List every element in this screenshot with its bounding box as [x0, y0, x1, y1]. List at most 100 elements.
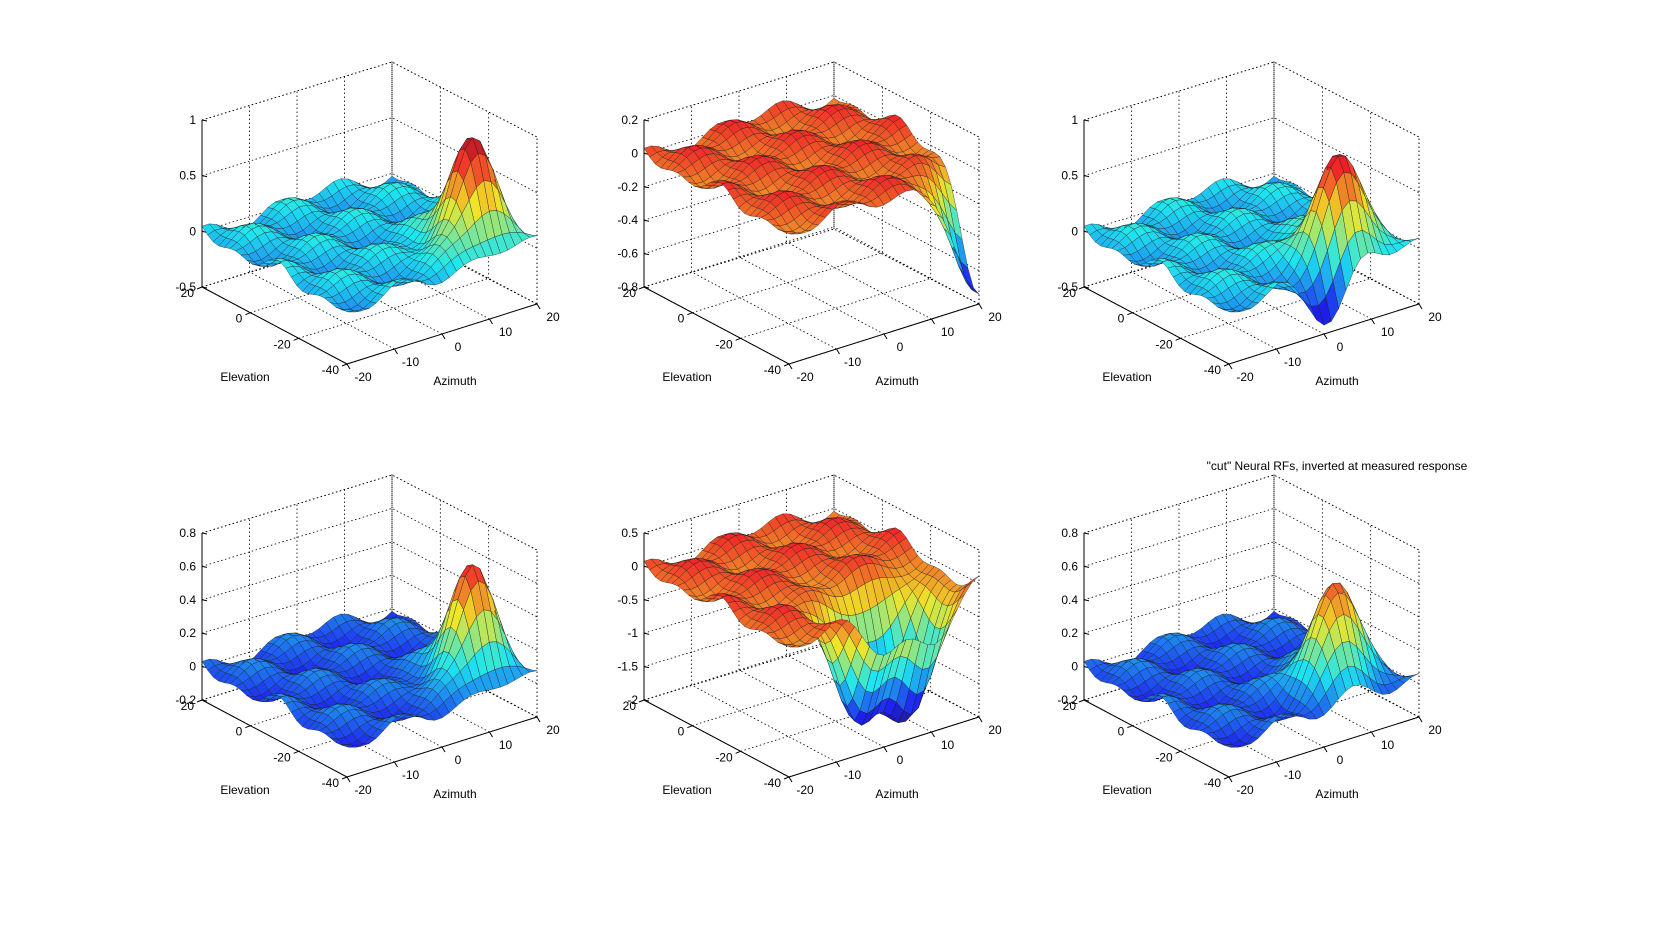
y-tick-label: -40: [764, 363, 782, 377]
z-gridline: [201, 61, 538, 138]
x-tick-label: 20: [546, 310, 560, 324]
x-tick: [978, 303, 983, 310]
z-tick: [643, 253, 650, 256]
y-tick: [1127, 312, 1133, 316]
y-tick: [1078, 699, 1085, 703]
x-tick-label: 0: [1337, 753, 1344, 767]
z-tick-label: 0: [189, 660, 196, 674]
z-tick-label: 0: [1071, 224, 1078, 238]
x-tick: [1228, 776, 1233, 783]
x-tick-label: 20: [546, 723, 560, 737]
y-axis-label: Elevation: [220, 370, 269, 384]
surface-mesh: [1083, 582, 1420, 748]
y-tick: [1127, 725, 1133, 729]
z-tick-label: 0.5: [1061, 169, 1078, 183]
y-tick-label: -20: [1155, 337, 1173, 351]
z-tick: [643, 186, 650, 189]
z-tick-label: 1: [189, 113, 196, 127]
x-gridline: [691, 271, 837, 350]
y-gridline: [298, 277, 489, 339]
x-gridline: [738, 256, 885, 335]
x-gridline: [691, 684, 837, 763]
surface-panel-4: -0.2 0 0.2 0.4 0.6 0.8 -20 -10 0 10 20 -40 -20 0 20 Azi…: [175, 473, 560, 801]
z-tick: [1083, 565, 1090, 568]
z-tick-label: 0: [631, 559, 638, 573]
z-tick-label: 0: [631, 146, 638, 160]
y-tick-label: 20: [1063, 286, 1077, 300]
x-tick: [978, 716, 983, 723]
y-tick: [1223, 363, 1230, 367]
surface-cell: [1406, 237, 1420, 242]
z-gridline: [1083, 474, 1420, 551]
y-gridline: [201, 639, 393, 701]
x-tick-label: -10: [402, 768, 420, 782]
x-tick-label: 10: [499, 738, 513, 752]
y-tick: [293, 750, 299, 754]
x-tick-label: -10: [844, 768, 862, 782]
x-axis-label: Azimuth: [433, 374, 476, 388]
x-tick: [1228, 363, 1233, 370]
surface-cell: [524, 232, 538, 238]
x-axis-label: Azimuth: [875, 374, 918, 388]
x-tick-label: -10: [844, 355, 862, 369]
x-tick: [346, 363, 351, 370]
y-axis-label: Elevation: [662, 370, 711, 384]
y-tick-label: -20: [715, 750, 733, 764]
x-tick-label: 0: [897, 340, 904, 354]
x-tick: [394, 761, 398, 768]
x-tick-label: -10: [1284, 768, 1302, 782]
y-tick-label: -20: [273, 337, 291, 351]
y-axis-label: Elevation: [1102, 783, 1151, 797]
y-gridline: [1180, 277, 1371, 339]
y-gridline: [250, 252, 441, 314]
y-tick-label: 0: [236, 312, 243, 326]
surface-panel-5: -2-1.5-1-0.500.5-20-1001020-40-20020Azim…: [617, 473, 1002, 801]
y-axis: [1083, 286, 1230, 365]
z-tick-label: 0.2: [179, 626, 196, 640]
z-tick-label: 0.4: [179, 593, 196, 607]
x-axis-label: Azimuth: [1315, 787, 1358, 801]
y-axis-label: Elevation: [220, 783, 269, 797]
x-tick-label: 10: [941, 738, 955, 752]
x-tick: [788, 776, 793, 783]
y-tick-label: 20: [623, 699, 637, 713]
x-tick-label: -20: [1236, 370, 1254, 384]
y-axis: [643, 699, 790, 778]
x-tick-label: 0: [1337, 340, 1344, 354]
x-tick: [1418, 716, 1423, 723]
box-top-edge: [1083, 61, 1420, 138]
y-axis: [643, 286, 790, 365]
y-tick: [687, 312, 693, 316]
surface-mesh: [201, 564, 538, 748]
y-axis-label: Elevation: [662, 783, 711, 797]
x-tick: [883, 333, 888, 340]
z-tick-label: -1.5: [617, 660, 638, 674]
x-tick: [1276, 761, 1280, 768]
y-tick: [638, 699, 645, 703]
z-tick-label: -0.5: [175, 280, 196, 294]
z-gridline: [201, 507, 538, 584]
y-gridline: [643, 226, 835, 288]
z-tick: [1083, 632, 1090, 635]
z-tick-label: 0.2: [621, 113, 638, 127]
y-tick: [196, 286, 203, 290]
x-tick-label: 0: [455, 340, 462, 354]
x-axis: [346, 716, 538, 778]
x-tick-label: 20: [1428, 723, 1442, 737]
z-gridline: [1083, 541, 1420, 618]
x-gridline: [249, 271, 395, 350]
x-tick-label: 10: [1381, 738, 1395, 752]
x-tick: [836, 348, 840, 355]
y-tick: [1175, 750, 1181, 754]
z-tick: [643, 632, 650, 635]
z-tick-label: -0.5: [617, 593, 638, 607]
z-tick: [201, 175, 208, 178]
y-tick-label: -40: [322, 363, 340, 377]
x-tick: [489, 318, 493, 325]
x-tick-label: 10: [1381, 325, 1395, 339]
floor-back-edge: [643, 228, 980, 305]
y-gridline: [201, 226, 393, 288]
y-tick-label: -40: [764, 776, 782, 790]
x-axis-label: Azimuth: [875, 787, 918, 801]
